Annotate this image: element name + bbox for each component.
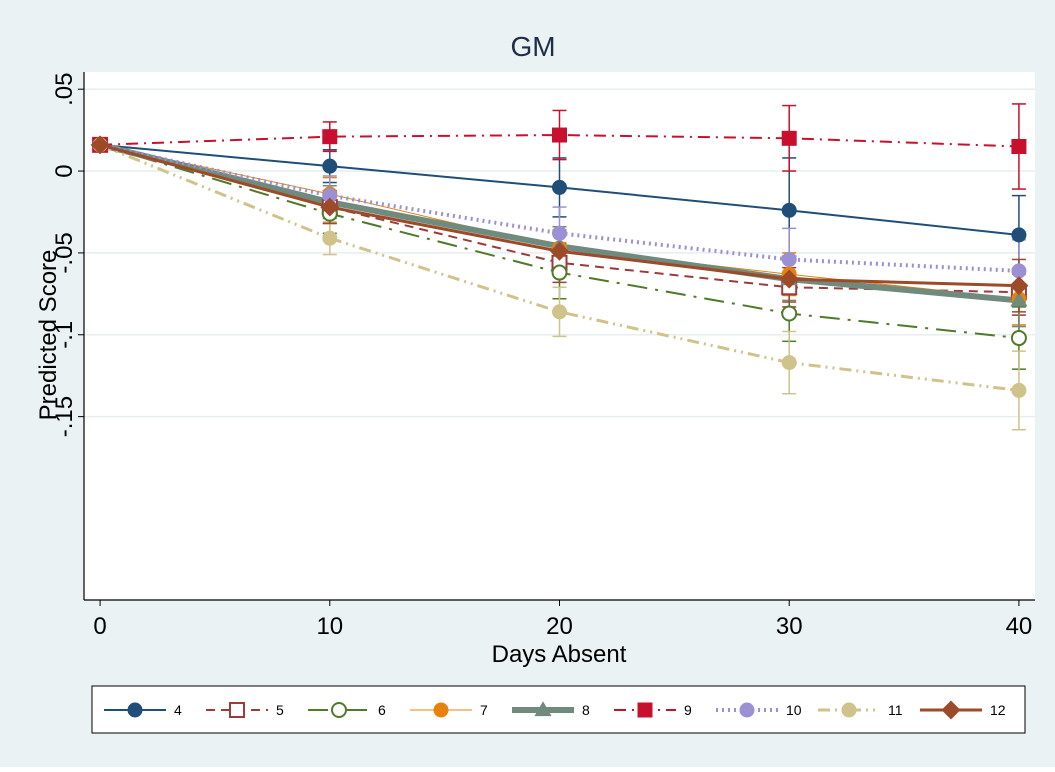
legend-swatch-marker [229, 702, 245, 718]
point-series-11 [322, 230, 338, 246]
point-series-9 [322, 129, 338, 145]
y-tick-label: -.15 [51, 396, 78, 437]
point-series-12 [550, 241, 569, 261]
legend-label: 8 [582, 702, 590, 718]
legend-label: 4 [174, 702, 182, 718]
point-series-12 [1009, 276, 1029, 296]
point-series-11 [781, 355, 797, 371]
marker-layer [90, 127, 1029, 398]
legend-swatch-marker [127, 702, 143, 718]
legend-label: 5 [276, 702, 284, 718]
legend-item-9: 9 [614, 702, 692, 718]
legend-label: 6 [378, 702, 386, 718]
legend-item-11: 11 [818, 702, 903, 718]
point-series-11 [552, 304, 567, 320]
y-tick-label: 0 [51, 164, 78, 177]
point-series-12 [320, 197, 340, 217]
point-series-11 [1011, 382, 1027, 398]
legend-swatch-marker [637, 702, 653, 718]
legend-item-10: 10 [716, 702, 802, 718]
y-tick-label: -.05 [51, 232, 78, 273]
point-series-6 [1010, 330, 1027, 347]
chart-title: GM [510, 31, 555, 62]
x-axis-title: Days Absent [492, 641, 627, 668]
point-series-10 [781, 251, 797, 267]
point-series-4 [781, 202, 797, 218]
point-series-9 [781, 130, 797, 146]
point-series-4 [552, 179, 567, 195]
legend-item-12: 12 [920, 700, 1006, 720]
legend-swatch-marker [331, 702, 347, 718]
point-series-4 [322, 158, 338, 174]
legend-swatch-marker [941, 700, 961, 720]
legend-swatch-marker [534, 701, 552, 717]
legend-label: 7 [480, 702, 488, 718]
point-series-4 [1011, 227, 1027, 243]
point-series-9 [1011, 138, 1027, 154]
legend-item-4: 4 [104, 702, 182, 718]
point-series-10 [552, 225, 567, 241]
y-tick-label: .05 [51, 73, 78, 106]
y-axis-title: Predicted Score [35, 250, 62, 421]
axis-layer: .05 0 -.05 -.1 -.15 0 10 20 30 40 [51, 72, 1035, 640]
legend-label: 11 [888, 702, 903, 718]
legend: 4 5 6 7 8 9 10 11 12 [104, 700, 1006, 720]
legend-label: 12 [990, 702, 1006, 718]
legend-swatch-marker [841, 702, 857, 718]
legend-item-6: 6 [308, 702, 386, 718]
legend-item-7: 7 [410, 702, 488, 718]
legend-swatch-marker [739, 702, 755, 718]
point-series-10 [1011, 263, 1027, 279]
x-tick-label: 10 [316, 613, 343, 640]
series-line-9 [100, 134, 1019, 148]
legend-item-5: 5 [206, 702, 284, 718]
point-series-12 [90, 135, 110, 155]
point-series-8 [1010, 291, 1028, 307]
x-tick-label: 40 [1006, 613, 1033, 640]
x-tick-label: 0 [93, 613, 106, 640]
x-tick-label: 30 [776, 613, 803, 640]
y-tick-label: -.1 [51, 321, 78, 349]
legend-item-8: 8 [512, 701, 590, 718]
point-series-6 [551, 264, 568, 281]
x-tick-label: 20 [546, 613, 573, 640]
legend-label: 9 [684, 702, 692, 718]
point-series-12 [779, 269, 799, 289]
legend-swatch-marker [433, 702, 449, 718]
point-series-9 [552, 127, 567, 143]
point-series-6 [781, 305, 798, 322]
legend-label: 10 [786, 702, 802, 718]
